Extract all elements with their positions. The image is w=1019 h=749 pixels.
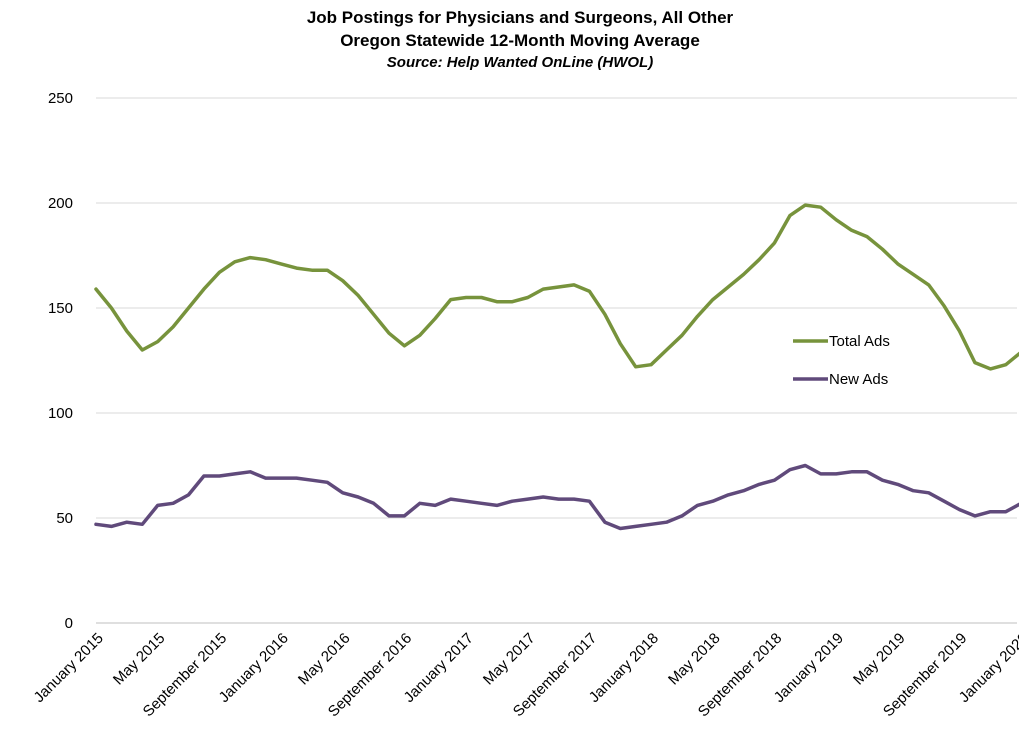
x-tick-label: January 2015 (31, 630, 107, 706)
x-tick-label: May 2017 (480, 630, 539, 689)
x-tick-label: May 2019 (850, 630, 909, 689)
y-tick-label: 0 (65, 615, 73, 632)
y-tick-label: 50 (56, 510, 73, 527)
series-line-total-ads (94, 203, 1019, 371)
chart-title: Job Postings for Physicians and Surgeons… (307, 8, 734, 27)
y-tick-label: 150 (48, 300, 73, 317)
chart-source: Source: Help Wanted OnLine (HWOL) (387, 54, 653, 71)
y-tick-label: 200 (48, 195, 73, 212)
gridlines (96, 97, 1017, 624)
y-tick-label: 250 (48, 90, 73, 107)
series-lines (94, 203, 1019, 531)
y-axis-tick-labels: 0 50 100 150 200 250 (48, 90, 73, 632)
series-line-new-ads (94, 463, 1019, 531)
x-tick-label: May 2016 (295, 630, 354, 689)
x-tick-label: May 2018 (665, 630, 724, 689)
legend: Total Ads New Ads (793, 333, 890, 388)
x-tick-label: May 2015 (110, 630, 169, 689)
legend-label: New Ads (829, 371, 888, 388)
chart-subtitle: Oregon Statewide 12-Month Moving Average (340, 31, 700, 50)
y-tick-label: 100 (48, 405, 73, 422)
legend-label: Total Ads (829, 333, 890, 350)
